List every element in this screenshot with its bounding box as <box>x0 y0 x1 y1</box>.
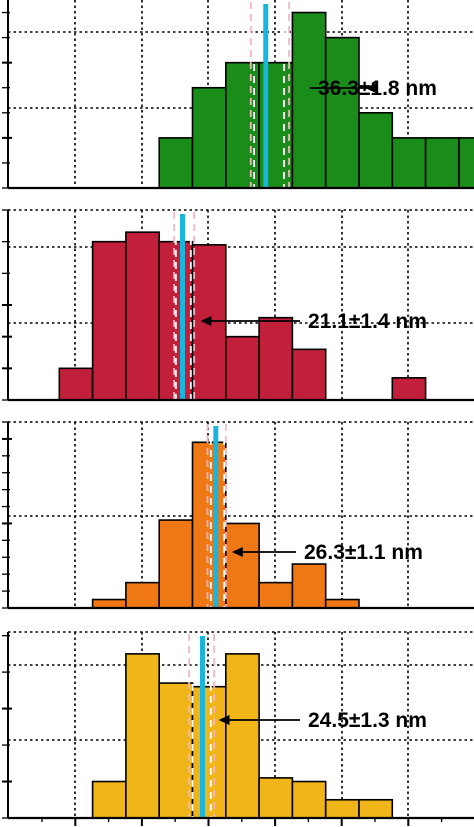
arrow-head <box>231 547 243 557</box>
bar <box>225 653 260 819</box>
bar <box>424 137 460 189</box>
bar <box>191 441 227 609</box>
bar <box>458 137 474 189</box>
panel-2: 21.1±1.4 nm <box>2 209 474 402</box>
bar <box>158 682 194 819</box>
panel-3: 26.3±1.1 nm <box>2 421 474 610</box>
arrow-head <box>200 316 212 326</box>
bar <box>391 137 427 189</box>
bar <box>125 653 161 819</box>
bar <box>58 367 94 401</box>
bar <box>191 685 227 819</box>
bar <box>324 36 360 189</box>
annotation-label: 26.3±1.1 nm <box>304 541 423 564</box>
panel-4: 24.5±1.3 nm <box>2 631 474 820</box>
bar <box>391 377 427 401</box>
bar <box>158 519 194 609</box>
bar <box>258 581 294 609</box>
bar <box>258 777 294 819</box>
bar <box>291 11 327 189</box>
bar <box>291 348 327 401</box>
bar <box>158 137 194 189</box>
bar <box>291 780 327 819</box>
bar <box>91 240 127 401</box>
bar <box>225 335 260 401</box>
bar <box>358 112 394 189</box>
bar <box>324 598 360 609</box>
bar <box>191 86 227 189</box>
arrow-head <box>365 83 376 93</box>
bar <box>258 316 294 401</box>
bar <box>225 522 260 609</box>
bar <box>291 563 327 609</box>
arrow-head <box>218 715 230 725</box>
bar <box>91 780 127 819</box>
annotation-label: 21.1±1.4 nm <box>308 310 427 333</box>
bar <box>358 798 394 819</box>
bar <box>324 798 360 819</box>
bar <box>125 231 161 401</box>
panel-1: 36.3±1.8 nm <box>2 0 474 190</box>
annotation-label: 36.3±1.8 nm <box>318 77 437 100</box>
bar <box>91 598 127 609</box>
bar <box>125 581 161 609</box>
annotation-label: 24.5±1.3 nm <box>308 709 427 732</box>
